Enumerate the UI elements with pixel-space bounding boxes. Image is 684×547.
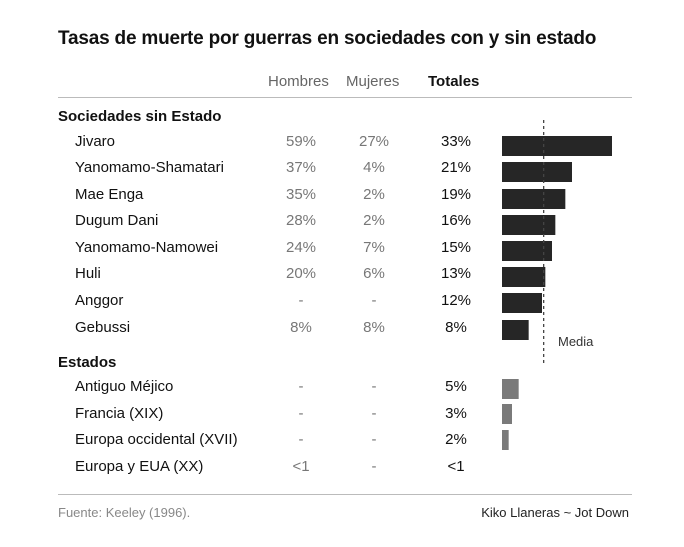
cell-women: 4% xyxy=(363,159,385,176)
row-label: Jivaro xyxy=(75,133,116,150)
row-label: Huli xyxy=(75,265,101,282)
cell-women: 27% xyxy=(358,133,390,150)
row-label: Yanomamo-Namowei xyxy=(75,239,219,256)
cell-total: <1 xyxy=(447,458,465,475)
cell-total: 12% xyxy=(440,292,472,309)
source-note: Fuente: Keeley (1996). xyxy=(58,505,191,520)
bar-yanomamo-shamatari xyxy=(502,162,572,182)
cell-women: - xyxy=(371,405,377,422)
cell-men: 37% xyxy=(285,159,317,176)
row-label: Anggor xyxy=(75,292,124,309)
cell-women: 8% xyxy=(363,319,385,336)
cell-men: 59% xyxy=(285,133,317,150)
row-label: Yanomamo-Shamatari xyxy=(75,159,224,176)
row-label: Francia (XIX) xyxy=(75,405,164,422)
chart-title: Tasas de muerte por guerras en sociedade… xyxy=(58,28,597,49)
section-heading: Sociedades sin Estado xyxy=(58,108,222,125)
cell-total: 15% xyxy=(440,239,472,256)
cell-men: 28% xyxy=(285,212,317,229)
cell-total: 19% xyxy=(440,186,472,203)
cell-women: - xyxy=(371,378,377,395)
bar-jivaro xyxy=(502,136,612,156)
author-credit: Kiko Llaneras ~ Jot Down xyxy=(481,505,629,520)
mean-label: Media xyxy=(558,334,594,349)
cell-men: - xyxy=(298,378,304,395)
row-label: Europa occidental (XVII) xyxy=(75,431,238,448)
cell-total: 8% xyxy=(445,319,467,336)
header-rule xyxy=(58,97,632,98)
bar-europa-occidental-xvii- xyxy=(502,430,509,450)
row-label: Europa y EUA (XX) xyxy=(75,458,204,475)
bar-dugum-dani xyxy=(502,215,556,235)
cell-women: - xyxy=(371,431,377,448)
footer-rule xyxy=(58,494,632,495)
bar-mae-enga xyxy=(502,189,566,209)
cell-total: 3% xyxy=(445,405,467,422)
row-label: Antiguo Méjico xyxy=(75,378,174,395)
section-heading: Estados xyxy=(58,354,117,371)
row-label: Gebussi xyxy=(75,319,131,336)
cell-women: - xyxy=(371,292,377,309)
cell-men: 8% xyxy=(290,319,312,336)
column-header-women: Mujeres xyxy=(346,73,400,90)
bar-antiguo-m-jico xyxy=(502,379,519,399)
column-header-men: Hombres xyxy=(268,73,329,90)
cell-total: 16% xyxy=(440,212,472,229)
cell-women: 2% xyxy=(363,212,385,229)
cell-women: - xyxy=(371,458,377,475)
cell-women: 6% xyxy=(363,265,385,282)
column-header-total: Totales xyxy=(428,73,480,90)
cell-total: 13% xyxy=(440,265,472,282)
bar-anggor xyxy=(502,293,542,313)
cell-men: - xyxy=(298,431,304,448)
cell-total: 5% xyxy=(445,378,467,395)
cell-women: 2% xyxy=(363,186,385,203)
cell-total: 2% xyxy=(445,431,467,448)
cell-women: 7% xyxy=(363,239,385,256)
bar-gebussi xyxy=(502,320,529,340)
cell-total: 21% xyxy=(440,159,472,176)
row-label: Mae Enga xyxy=(75,186,144,203)
bar-yanomamo-namowei xyxy=(502,241,552,261)
bar-huli xyxy=(502,267,546,287)
row-label: Dugum Dani xyxy=(75,212,159,229)
cell-men: 35% xyxy=(285,186,317,203)
cell-men: - xyxy=(298,405,304,422)
cell-men: 20% xyxy=(285,265,317,282)
bar-francia-xix- xyxy=(502,404,512,424)
cell-total: 33% xyxy=(440,133,472,150)
cell-men: 24% xyxy=(285,239,317,256)
cell-men: <1 xyxy=(292,458,310,475)
cell-men: - xyxy=(298,292,304,309)
